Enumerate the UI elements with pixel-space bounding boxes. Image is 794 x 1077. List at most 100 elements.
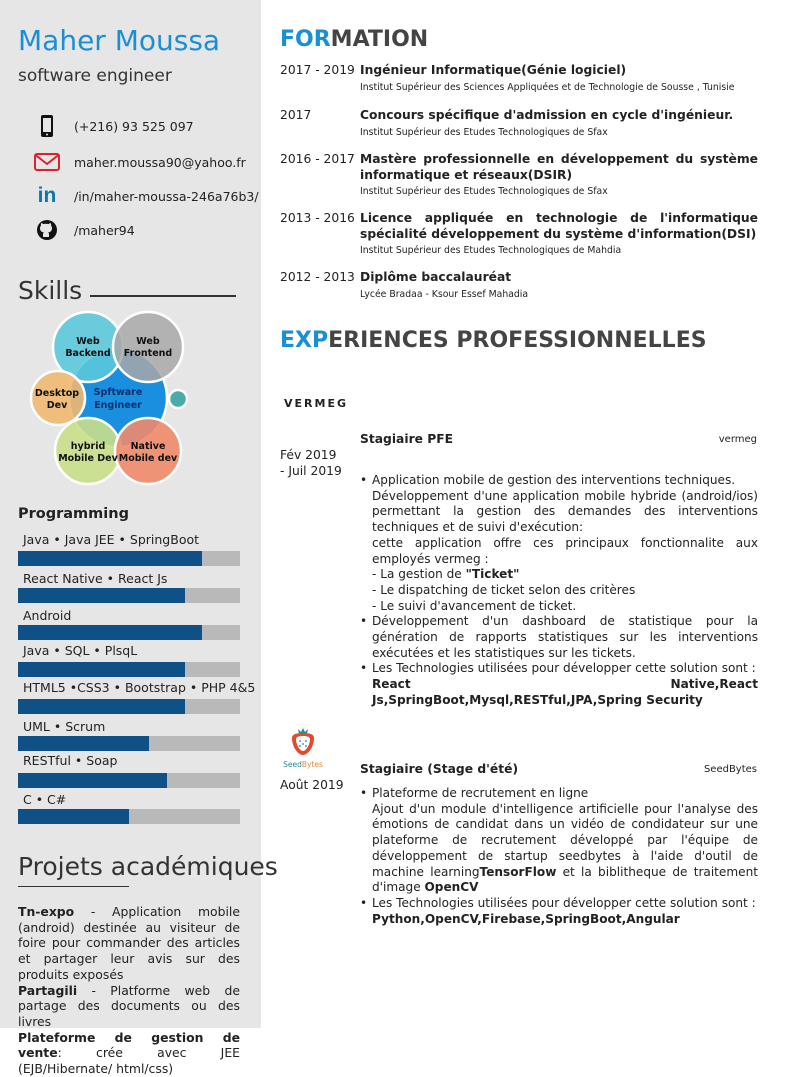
contact-linkedin[interactable]: in /in/maher-moussa-246a76b3/ xyxy=(34,184,259,208)
skill-level-fill xyxy=(18,773,167,788)
bold-text: TensorFlow xyxy=(479,864,557,879)
skill-level-bar xyxy=(18,625,240,640)
bullet-line: cette application offre ces principaux f… xyxy=(372,536,758,567)
formation-school: Institut Supérieur des Etudes Technologi… xyxy=(360,126,608,138)
skill-level-bar xyxy=(18,809,240,824)
formation-school: Institut Supérieur des Etudes Technologi… xyxy=(360,186,608,197)
formation-body: Concours spécifique d'admission en cycle… xyxy=(360,108,758,138)
bullet-line: - Le suivi d'avancement de ticket. xyxy=(372,599,758,615)
contact-phone: (+216) 93 525 097 xyxy=(34,114,194,138)
heading-accent: EXP xyxy=(280,328,329,353)
heading-rest: ERIENCES PROFESSIONNELLES xyxy=(328,328,707,353)
bubble-hybrid-line1: hybrid xyxy=(71,441,106,452)
text: - Le dispatching de ticket selon des cri… xyxy=(372,582,636,597)
heading-rest: MATION xyxy=(330,27,429,52)
skill-level-fill xyxy=(18,551,203,566)
bubble-desktop xyxy=(29,369,87,427)
skill-label: C • C# xyxy=(23,792,67,807)
linkedin-text[interactable]: /in/maher-moussa-246a76b3/ xyxy=(74,188,259,204)
candidate-role: software engineer xyxy=(18,66,172,86)
bubble-web-frontend xyxy=(111,310,185,384)
project-item: Tn-expo - Application mobile (android) d… xyxy=(18,904,240,983)
formation-date: 2013 - 2016 xyxy=(280,211,355,225)
contact-github[interactable]: /maher94 xyxy=(34,218,135,242)
bullet-line: Ajout d'un module d'intelligence artific… xyxy=(372,802,758,896)
github-text[interactable]: /maher94 xyxy=(74,222,135,238)
bullet-line: Développement d'un dashboard de statisti… xyxy=(372,614,758,661)
skill-label: Java • Java JEE • SpringBoot xyxy=(23,532,200,547)
skill-level-bar xyxy=(18,699,240,714)
bullet-item: Les Technologies utilisées pour développ… xyxy=(360,896,758,927)
formation-body: Mastère professionnelle en développement… xyxy=(360,152,758,197)
skill-level-fill xyxy=(18,699,185,714)
formation-title: Mastère professionnelle en développement… xyxy=(360,152,758,182)
skills-heading: Skills xyxy=(18,276,83,305)
text: et la biblitheque de traitement d'image xyxy=(372,864,758,895)
bold-text: Python,OpenCV,Firebase,SpringBoot,Angula… xyxy=(372,911,680,926)
programming-heading: Programming xyxy=(18,506,129,522)
bullet-item: Développement d'un dashboard de statisti… xyxy=(360,614,758,661)
bullet-item: Application mobile de gestion des interv… xyxy=(360,473,758,614)
sidebar xyxy=(0,0,261,1028)
skill-level-bar xyxy=(18,662,240,677)
bullet-item: Plateforme de recrutement en ligneAjout … xyxy=(360,786,758,896)
skill-level-bar xyxy=(18,551,240,566)
bold-text: React Native,React Js,SpringBoot,Mysql,R… xyxy=(372,677,758,707)
project-desc: - Platforme web de partage des documents… xyxy=(18,982,240,1029)
experience-bullets: Application mobile de gestion des interv… xyxy=(360,473,758,709)
text: Ajout d'un module d'intelligence artific… xyxy=(372,801,758,879)
project-name: Partagili xyxy=(18,982,78,998)
project-desc: - Application mobile (android) destinée … xyxy=(18,904,240,982)
bullet-line: Plateforme de recrutement en ligne xyxy=(372,786,758,802)
text: cette application offre ces principaux f… xyxy=(372,535,758,566)
email-text[interactable]: maher.moussa90@yahoo.fr xyxy=(74,154,246,170)
experience-date: Fév 2019 - Juil 2019 xyxy=(280,448,342,478)
skill-level-bar xyxy=(18,773,240,788)
text: Développement d'une application mobile h… xyxy=(372,488,758,535)
experience-bullets: Plateforme de recrutement en ligneAjout … xyxy=(360,786,758,927)
skill-label: React Native • React Js xyxy=(23,571,168,586)
skill-label: Java • SQL • PlsqL xyxy=(23,643,138,658)
formation-date: 2017 - 2019 xyxy=(280,63,355,77)
formation-date: 2012 - 2013 xyxy=(280,270,355,284)
experience-company: SeedBytes xyxy=(703,764,757,775)
project-name: Tn-expo xyxy=(18,904,75,919)
experience-title: Stagiaire (Stage d'été) xyxy=(360,762,519,776)
formation-item: 2017 Concours spécifique d'admission en c… xyxy=(280,108,758,138)
skill-label: RESTful • Soap xyxy=(23,753,118,768)
contact-email[interactable]: maher.moussa90@yahoo.fr xyxy=(34,150,246,174)
candidate-name: Maher Moussa xyxy=(18,24,221,57)
skill-level-bar xyxy=(18,736,240,751)
skills-divider xyxy=(90,295,236,297)
seedbytes-logo: SeedBytes xyxy=(283,726,323,769)
bubble-native xyxy=(113,416,183,486)
text: Les Technologies utilisées pour développ… xyxy=(372,661,756,676)
formation-body: Licence appliquée en technologie de l'in… xyxy=(360,211,758,256)
experiences-heading: EXPERIENCES PROFESSIONNELLES xyxy=(280,328,707,353)
bubble-web-frontend-line1: Web xyxy=(136,336,160,347)
formation-date: 2017 xyxy=(280,108,312,122)
skill-level-fill xyxy=(18,736,149,751)
text: Les Technologies utilisées pour développ… xyxy=(372,895,756,910)
bubble-hybrid-line2: Mobile Dev xyxy=(58,453,118,464)
github-icon xyxy=(34,218,60,242)
skill-level-fill xyxy=(18,662,185,677)
formation-title: Ingénieur Informatique(Génie logiciel) xyxy=(360,63,627,77)
project-item: Plateforme de gestion de vente: crée ave… xyxy=(18,1030,240,1077)
vermeg-logo: VERMEG xyxy=(284,397,348,410)
mail-icon xyxy=(34,150,60,174)
formation-item: 2016 - 2017 Mastère professionnelle en dé… xyxy=(280,152,758,197)
bubble-center-line1: Spftware xyxy=(94,387,143,398)
text: - La gestion de xyxy=(372,567,466,582)
phone-text: (+216) 93 525 097 xyxy=(74,118,194,134)
text: Application mobile de gestion des interv… xyxy=(372,473,736,487)
skill-label: UML • Scrum xyxy=(23,719,106,734)
bullet-line: Les Technologies utilisées pour développ… xyxy=(372,896,758,912)
formation-school: Lycée Bradaa - Ksour Essef Mahadia xyxy=(360,288,529,300)
bubble-center-line2: Engineer xyxy=(94,400,142,411)
skill-level-fill xyxy=(18,809,129,824)
formation-date: 2016 - 2017 xyxy=(280,152,355,166)
project-item: Partagili - Platforme web de partage des… xyxy=(18,983,240,1030)
bullet-line: Développement d'une application mobile h… xyxy=(372,489,758,536)
heading-accent: FOR xyxy=(280,27,331,52)
